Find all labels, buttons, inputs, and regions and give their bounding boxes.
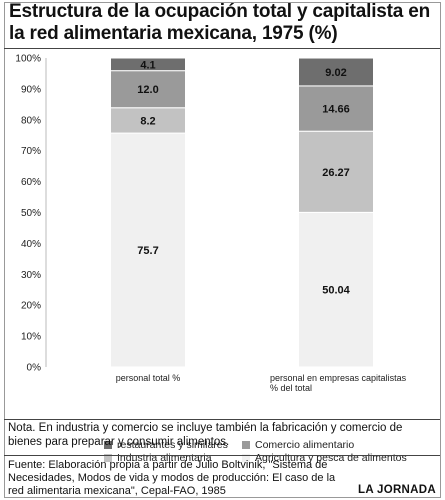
chart-title: Estructura de la ocupación total y capit… xyxy=(9,1,430,44)
legend-label: restaurantes y similares xyxy=(117,439,228,451)
y-tick-label: 0% xyxy=(27,363,42,374)
legend-swatch xyxy=(104,454,112,462)
legend-item: Comercio alimentario xyxy=(242,439,354,451)
x-category-label: % del total xyxy=(270,383,312,393)
bar-data-label: 50.04 xyxy=(322,285,350,297)
y-tick-label: 80% xyxy=(21,115,41,126)
bar-data-label: 4.1 xyxy=(140,59,155,71)
bar-segment xyxy=(298,57,374,87)
legend-swatch xyxy=(242,454,250,462)
bar-segment xyxy=(298,130,374,213)
x-category-label: personal total % xyxy=(116,373,181,383)
legend-swatch xyxy=(104,441,112,449)
source-citation: Fuente: Elaboración propia a partir de J… xyxy=(8,459,336,497)
bar-data-label: 75.7 xyxy=(137,245,158,257)
stacked-bar-chart: 0% 10% 20% 30% 40% 50% 60% 70% 80% 90% 100% 75.7 8.2… xyxy=(15,54,407,394)
y-tick-label: 60% xyxy=(21,177,41,188)
brand-logo-text: LA JORNADA xyxy=(358,484,436,496)
y-tick-label: 40% xyxy=(21,239,41,250)
bar-segment xyxy=(110,57,186,72)
legend-swatch xyxy=(242,441,250,449)
bar-data-label: 8.2 xyxy=(140,115,155,127)
chart-note: Nota. En industria y comercio se incluye… xyxy=(8,422,403,448)
bar-segment xyxy=(298,85,374,132)
legend-label: Comercio alimentario xyxy=(255,439,355,451)
bar-segment xyxy=(110,70,186,109)
legend-item: restaurantes y similares xyxy=(104,439,228,451)
y-tick-label: 90% xyxy=(21,84,41,95)
bar-data-label: 12.0 xyxy=(137,84,158,96)
y-tick-label: 10% xyxy=(21,332,41,343)
bar-segment xyxy=(110,107,186,134)
bar-data-label: 26.27 xyxy=(322,167,350,179)
bar-data-label: 9.02 xyxy=(325,67,346,79)
y-tick-label: 100% xyxy=(15,54,41,65)
x-category-label: personal en empresas capitalistas xyxy=(270,373,407,383)
chart-frame xyxy=(4,2,441,498)
chart-panel: 0% 10% 20% 30% 40% 50% 60% 70% 80% 90% 100% 75.7 8.2… xyxy=(4,48,440,464)
y-tick-label: 70% xyxy=(21,146,41,157)
bar-data-label: 14.66 xyxy=(322,104,350,116)
y-tick-label: 30% xyxy=(21,270,41,281)
y-tick-label: 20% xyxy=(21,301,41,312)
bar-segment xyxy=(110,132,186,368)
divider xyxy=(4,455,440,456)
bar-segment xyxy=(298,211,374,368)
y-tick-label: 50% xyxy=(21,208,41,219)
